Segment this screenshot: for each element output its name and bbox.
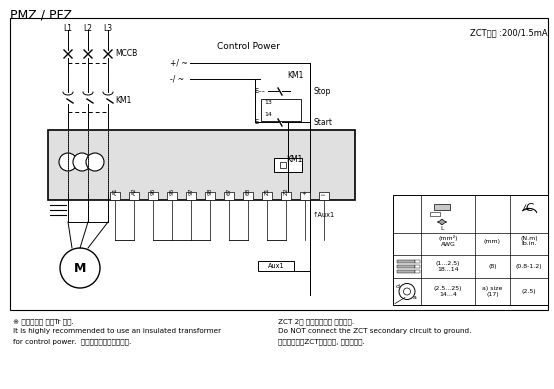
Text: +: +: [302, 190, 307, 195]
Bar: [148, 192, 158, 200]
Text: -/ ~: -/ ~: [170, 75, 184, 84]
Text: d: d: [396, 284, 400, 289]
Text: +/ ~: +/ ~: [170, 58, 188, 68]
Bar: [415, 270, 420, 273]
Text: A2: A2: [131, 187, 136, 195]
Text: ↑Aux1: ↑Aux1: [313, 212, 335, 218]
Bar: [415, 259, 420, 263]
Bar: [243, 192, 253, 200]
Text: 13: 13: [264, 100, 272, 105]
Circle shape: [59, 153, 77, 171]
Circle shape: [399, 284, 415, 300]
Text: a: a: [413, 295, 417, 300]
Text: for control power.  제어전원은사용절연전원.: for control power. 제어전원은사용절연전원.: [13, 338, 131, 345]
Bar: [415, 265, 420, 268]
Text: L1: L1: [64, 24, 73, 33]
Bar: [393, 195, 548, 305]
Bar: [397, 259, 415, 263]
Text: E––: E––: [254, 119, 265, 125]
Text: I: I: [321, 193, 326, 195]
Text: 98: 98: [208, 187, 213, 195]
Bar: [397, 265, 415, 268]
Text: (1...2.5)
18...14: (1...2.5) 18...14: [436, 261, 460, 272]
Text: Aux1: Aux1: [268, 263, 284, 269]
Text: (2.5...25)
14...4: (2.5...25) 14...4: [434, 286, 462, 297]
Text: (8): (8): [488, 264, 497, 269]
Text: (N.m)
lb.in.: (N.m) lb.in.: [520, 236, 538, 246]
Bar: [262, 192, 272, 200]
Text: A1: A1: [112, 187, 117, 195]
Text: It is highly recommended to use an insulated transformer: It is highly recommended to use an insul…: [13, 328, 221, 334]
Bar: [258, 261, 294, 271]
Text: Stop: Stop: [314, 86, 331, 96]
Bar: [274, 158, 302, 172]
Text: (mm): (mm): [484, 238, 501, 244]
Text: a) size
(17): a) size (17): [483, 286, 502, 297]
Bar: [110, 192, 120, 200]
Bar: [205, 192, 215, 200]
Bar: [397, 270, 415, 273]
Bar: [281, 192, 291, 200]
Text: L2: L2: [84, 24, 93, 33]
Bar: [430, 212, 440, 216]
Text: ZCT 2차 출력단자에는 접지금지.: ZCT 2차 출력단자에는 접지금지.: [278, 318, 354, 324]
Text: (0.8-1.2): (0.8-1.2): [516, 264, 542, 269]
Bar: [280, 162, 286, 168]
Bar: [167, 192, 177, 200]
Circle shape: [86, 153, 104, 171]
Text: PMZ / PFZ: PMZ / PFZ: [10, 8, 72, 21]
Text: E––: E––: [254, 88, 265, 94]
Text: L: L: [440, 226, 444, 231]
Text: MCCB: MCCB: [115, 49, 137, 58]
Bar: [10, 18, 548, 310]
Circle shape: [403, 288, 411, 295]
Text: 68: 68: [245, 187, 250, 195]
Text: ※ 게어전원은 절연Tr 사용.: ※ 게어전원은 절연Tr 사용.: [13, 318, 74, 324]
Text: KM1: KM1: [286, 155, 302, 164]
Text: L3: L3: [104, 24, 112, 33]
Text: M: M: [74, 261, 86, 275]
Bar: [300, 192, 310, 200]
Bar: [48, 130, 355, 200]
Text: 제시열접지를ZCT단자에는, 직접사용이.: 제시열접지를ZCT단자에는, 직접사용이.: [278, 338, 365, 345]
Text: Do NOT connect the ZCT secondary circuit to ground.: Do NOT connect the ZCT secondary circuit…: [278, 328, 471, 334]
Text: 14: 14: [264, 112, 272, 117]
Bar: [129, 192, 139, 200]
Bar: [434, 204, 450, 210]
Text: 67: 67: [227, 187, 232, 195]
Text: Z1: Z1: [264, 187, 269, 195]
Text: C: C: [525, 203, 533, 213]
Text: Z2: Z2: [284, 187, 289, 195]
Circle shape: [60, 248, 100, 288]
Bar: [224, 192, 234, 200]
Text: KM1: KM1: [287, 70, 303, 79]
Circle shape: [73, 153, 91, 171]
Text: 96: 96: [151, 187, 156, 195]
Text: Start: Start: [314, 117, 333, 126]
Bar: [186, 192, 196, 200]
Bar: [261, 99, 301, 121]
Text: 95: 95: [170, 187, 175, 195]
Text: Control Power: Control Power: [217, 42, 279, 51]
Text: 97: 97: [188, 187, 193, 195]
Text: (mm²)
AWG: (mm²) AWG: [438, 235, 458, 247]
Text: KM1: KM1: [115, 96, 131, 105]
Text: (2.5): (2.5): [522, 289, 536, 294]
Bar: [319, 192, 329, 200]
Text: ZCT정격 :200/1.5mA: ZCT정격 :200/1.5mA: [470, 28, 548, 37]
